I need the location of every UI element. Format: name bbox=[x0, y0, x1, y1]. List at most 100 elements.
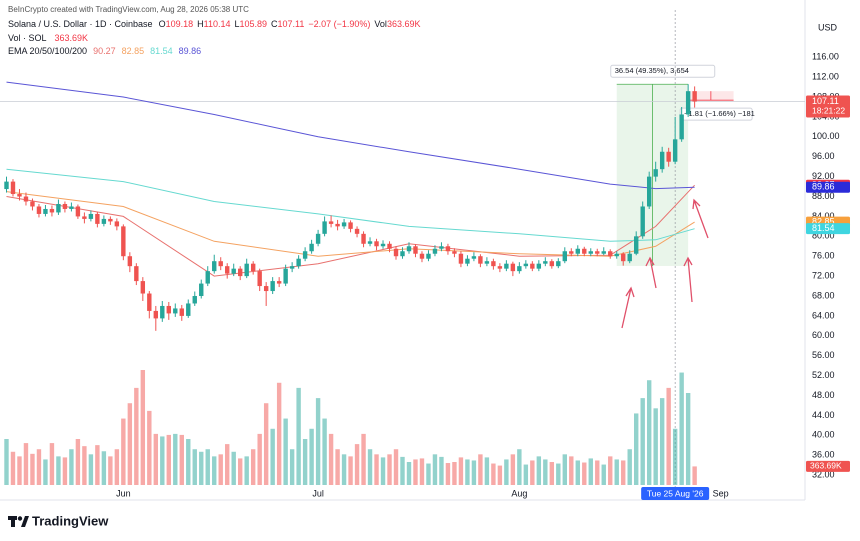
volume-bar bbox=[30, 453, 35, 485]
volume-bar bbox=[23, 443, 29, 485]
logo-part bbox=[21, 516, 29, 527]
volume-bar bbox=[413, 459, 418, 485]
volume-bar bbox=[556, 463, 561, 485]
volume-bar bbox=[88, 454, 94, 485]
candle-body bbox=[257, 271, 262, 287]
volume-bar bbox=[640, 398, 645, 485]
volume-bar bbox=[43, 459, 48, 485]
arrow bbox=[645, 256, 657, 289]
volume-bar bbox=[75, 439, 81, 485]
candle-body bbox=[205, 271, 210, 284]
candle-body bbox=[212, 261, 217, 272]
crosshair-label-box bbox=[641, 487, 710, 500]
key: C bbox=[271, 19, 278, 29]
y-tick-label: 92.00 bbox=[812, 171, 835, 181]
volume-legend: Vol · SOL 363.69K bbox=[8, 33, 88, 43]
volume-bar bbox=[218, 454, 223, 485]
volume-bar bbox=[374, 454, 379, 485]
volume-bar bbox=[153, 433, 159, 485]
volume-bar bbox=[439, 456, 444, 485]
candle-body bbox=[36, 206, 42, 214]
volume-bar bbox=[263, 403, 269, 485]
candle-body bbox=[504, 263, 509, 269]
candle-body bbox=[478, 256, 483, 264]
candle-body bbox=[348, 222, 353, 229]
volume-bar bbox=[212, 456, 217, 485]
candle-body bbox=[530, 263, 535, 269]
y-tick-label: 32.00 bbox=[812, 469, 835, 479]
candle-body bbox=[270, 281, 275, 292]
volume-value: 363.69K bbox=[387, 19, 421, 29]
volume-bar bbox=[335, 449, 340, 485]
candle-body bbox=[588, 251, 593, 254]
volume-bar bbox=[147, 410, 152, 485]
candle-body bbox=[315, 233, 321, 244]
candle-body bbox=[575, 248, 580, 254]
candle-body bbox=[471, 256, 477, 259]
candle-body bbox=[621, 253, 626, 262]
candle-body bbox=[556, 261, 561, 267]
candle-body bbox=[101, 218, 107, 224]
y-tick-label: 48.00 bbox=[812, 390, 835, 400]
volume-bar bbox=[173, 433, 178, 485]
candle-body bbox=[43, 208, 48, 214]
volume-bar bbox=[562, 454, 567, 485]
candle-body bbox=[510, 263, 516, 272]
volume-bar bbox=[452, 462, 457, 485]
annotation-arrows bbox=[621, 198, 709, 329]
volume-bar bbox=[543, 459, 548, 485]
candle-body bbox=[4, 181, 9, 190]
volume-bar bbox=[582, 462, 587, 485]
candle-body bbox=[452, 251, 457, 254]
candle-body bbox=[199, 283, 204, 297]
volume-bar bbox=[121, 418, 126, 485]
volume-bar bbox=[445, 463, 451, 485]
candle-body bbox=[10, 181, 16, 195]
y-tick-label: 64.00 bbox=[812, 310, 835, 320]
volume-bar bbox=[536, 456, 542, 485]
candle-body bbox=[582, 248, 587, 254]
volume-bar bbox=[510, 454, 516, 485]
candle-body bbox=[523, 263, 529, 267]
candle-body bbox=[62, 203, 68, 209]
candle-body bbox=[595, 251, 600, 254]
candle-body bbox=[497, 266, 503, 269]
volume-bar bbox=[257, 433, 262, 485]
candle-body bbox=[380, 243, 386, 247]
y-tick-label: 40.00 bbox=[812, 430, 835, 440]
volume-bar bbox=[595, 460, 600, 485]
candle-body bbox=[374, 241, 379, 247]
y-tick-label: 96.00 bbox=[812, 151, 835, 161]
volume-bar bbox=[419, 458, 425, 485]
volume-bar bbox=[10, 451, 16, 485]
volume-bar bbox=[517, 449, 522, 485]
high-value: 110.14 bbox=[204, 19, 231, 29]
candle-body bbox=[296, 258, 301, 267]
brand: TradingView bbox=[32, 513, 109, 528]
volume-bar bbox=[36, 449, 42, 485]
candle-body bbox=[283, 268, 288, 284]
volume-bar bbox=[627, 449, 632, 485]
candle-body bbox=[608, 251, 613, 257]
key: L bbox=[234, 19, 239, 29]
candle-body bbox=[419, 253, 425, 259]
volume-bar bbox=[95, 445, 100, 485]
candle-body bbox=[679, 114, 684, 140]
candle-body bbox=[179, 308, 184, 316]
price-tag bbox=[806, 95, 850, 118]
ema-line bbox=[6, 168, 695, 242]
x-tick-label: Aug bbox=[511, 488, 527, 498]
open-value: 109.18 bbox=[166, 19, 194, 29]
volume-bar bbox=[380, 457, 386, 485]
candle-body bbox=[517, 266, 522, 272]
volume-bar bbox=[160, 436, 165, 485]
volume-tag bbox=[806, 460, 850, 472]
volume-legend-value: 363.69K bbox=[55, 33, 89, 43]
y-tick-label: 68.00 bbox=[812, 290, 835, 300]
y-tick-label: 80.00 bbox=[812, 231, 835, 241]
key: Vol bbox=[374, 19, 387, 29]
candle-body bbox=[160, 305, 165, 319]
volume-bar bbox=[478, 454, 483, 485]
volume-bar bbox=[679, 372, 684, 485]
y-tick-label: 72.00 bbox=[812, 270, 835, 280]
